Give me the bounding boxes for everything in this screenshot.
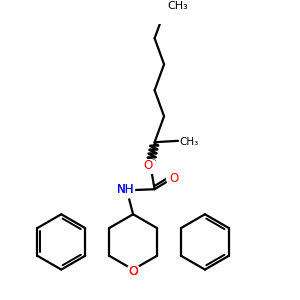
Text: NH: NH <box>117 183 134 196</box>
Text: CH₃: CH₃ <box>167 1 188 11</box>
Text: O: O <box>143 159 153 172</box>
Text: O: O <box>128 265 138 278</box>
Text: NH: NH <box>117 183 134 196</box>
Text: CH₃: CH₃ <box>179 137 198 147</box>
Text: O: O <box>169 172 179 185</box>
Text: O: O <box>128 265 138 278</box>
